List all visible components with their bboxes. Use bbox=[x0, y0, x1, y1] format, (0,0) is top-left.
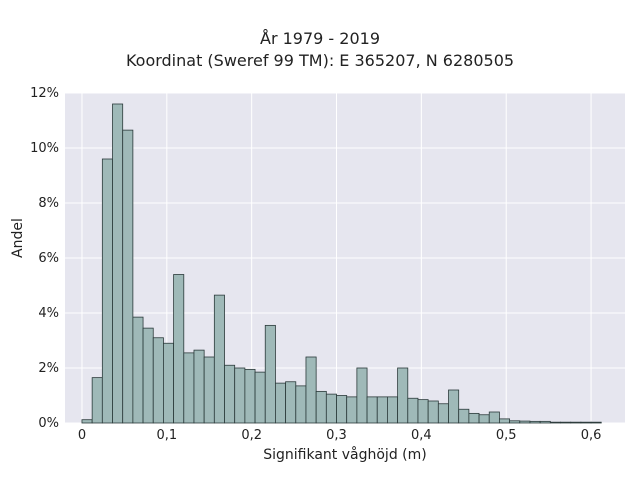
histogram-bar bbox=[295, 385, 307, 424]
x-tick-label: 0,2 bbox=[241, 428, 262, 443]
histogram-bar bbox=[427, 400, 439, 424]
y-tick-label: 0% bbox=[38, 416, 59, 431]
x-tick-label: 0 bbox=[78, 428, 86, 443]
histogram-bar bbox=[325, 393, 337, 424]
histogram-bar bbox=[488, 411, 500, 424]
histogram-bar bbox=[152, 337, 164, 424]
histogram-bar bbox=[448, 389, 460, 424]
histogram-bar bbox=[254, 371, 266, 424]
histogram-bar bbox=[478, 414, 490, 424]
chart-title-line-2: Koordinat (Sweref 99 TM): E 365207, N 62… bbox=[125, 51, 515, 70]
y-tick-label: 8% bbox=[38, 196, 59, 211]
y-tick-label: 4% bbox=[38, 306, 59, 321]
histogram-bar bbox=[407, 397, 419, 424]
histogram-bar bbox=[101, 158, 113, 424]
histogram-bar bbox=[122, 129, 134, 424]
histogram-bar bbox=[468, 412, 480, 424]
histogram-bar bbox=[305, 356, 317, 424]
histogram-bar bbox=[519, 420, 531, 424]
y-tick-label: 2% bbox=[38, 361, 59, 376]
histogram-bar bbox=[81, 419, 93, 424]
histogram-bar bbox=[315, 390, 327, 424]
x-tick-label: 0,5 bbox=[496, 428, 517, 443]
y-axis-label: Andel bbox=[10, 218, 26, 258]
histogram-bar bbox=[224, 364, 236, 424]
x-tick-label: 0,1 bbox=[156, 428, 177, 443]
x-tick-label: 0,3 bbox=[326, 428, 347, 443]
histogram-bar bbox=[509, 420, 521, 424]
histogram-bar bbox=[203, 356, 215, 424]
histogram-bar bbox=[346, 396, 358, 424]
histogram-bar bbox=[173, 274, 185, 424]
x-axis-label: Signifikant våghöjd (m) bbox=[263, 447, 427, 463]
histogram-bar bbox=[193, 349, 205, 424]
histogram-bar bbox=[437, 403, 449, 424]
histogram-bar bbox=[112, 103, 124, 424]
histogram-bar bbox=[142, 327, 154, 424]
histogram-bar bbox=[356, 367, 368, 424]
x-tick-label: 0,6 bbox=[581, 428, 602, 443]
y-tick-label: 10% bbox=[30, 141, 59, 156]
histogram-bar bbox=[529, 420, 541, 424]
histogram-bar bbox=[570, 421, 582, 424]
y-tick-label: 12% bbox=[30, 86, 59, 101]
histogram-bar bbox=[539, 420, 551, 424]
histogram-bar bbox=[163, 342, 175, 424]
histogram-bar bbox=[132, 316, 144, 424]
histogram-bar bbox=[285, 381, 297, 424]
histogram-bar bbox=[376, 396, 388, 424]
histogram-bar bbox=[244, 368, 256, 424]
histogram-bar bbox=[387, 396, 399, 424]
histogram-bar bbox=[234, 367, 246, 424]
histogram-bar bbox=[458, 408, 470, 424]
histogram-bar bbox=[213, 294, 225, 424]
histogram-bar bbox=[499, 418, 511, 424]
y-tick-label: 6% bbox=[38, 251, 59, 266]
histogram-bar bbox=[417, 399, 429, 424]
histogram-bar bbox=[91, 377, 103, 424]
histogram-bar bbox=[336, 395, 348, 424]
x-tick-label: 0,4 bbox=[411, 428, 432, 443]
histogram-bar bbox=[275, 382, 287, 424]
histogram-bar bbox=[549, 421, 561, 424]
histogram-bar bbox=[366, 396, 378, 424]
histogram-bar bbox=[590, 421, 602, 424]
chart-title-line-1: År 1979 - 2019 bbox=[260, 29, 380, 48]
histogram-bar bbox=[560, 421, 572, 424]
histogram-bar bbox=[183, 352, 195, 424]
histogram-bar bbox=[264, 324, 276, 424]
histogram-bar bbox=[397, 367, 409, 424]
histogram-bar bbox=[580, 421, 592, 424]
